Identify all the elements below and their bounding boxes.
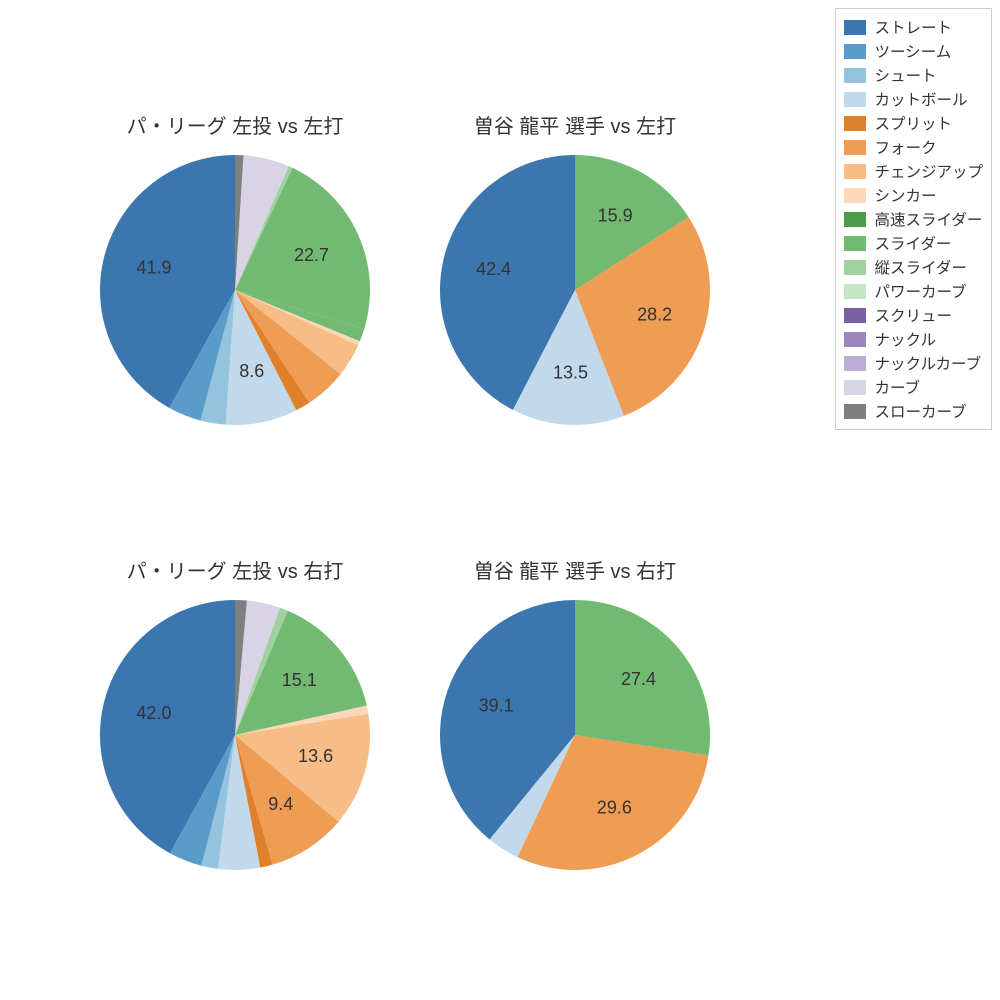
chart-title-br: 曽谷 龍平 選手 vs 右打: [415, 555, 735, 584]
legend-swatch: [844, 236, 866, 251]
legend-swatch: [844, 356, 866, 371]
figure: パ・リーグ 左投 vs 左打 曽谷 龍平 選手 vs 左打 パ・リーグ 左投 v…: [0, 0, 1000, 1000]
legend-label: ツーシーム: [874, 40, 951, 62]
legend-swatch: [844, 404, 866, 419]
legend-item: ナックル: [844, 327, 983, 351]
legend-item: ナックルカーブ: [844, 351, 983, 375]
legend-label: ナックルカーブ: [874, 352, 981, 374]
legend-item: ストレート: [844, 15, 983, 39]
legend-swatch: [844, 260, 866, 275]
slice-label: 9.4: [268, 794, 293, 814]
legend-swatch: [844, 116, 866, 131]
legend-label: カーブ: [874, 376, 920, 398]
legend-swatch: [844, 380, 866, 395]
legend-item: スライダー: [844, 231, 983, 255]
chart-title-bl: パ・リーグ 左投 vs 右打: [75, 555, 395, 584]
legend-swatch: [844, 140, 866, 155]
slice-label: 15.9: [598, 205, 633, 225]
legend-item: パワーカーブ: [844, 279, 983, 303]
legend: ストレートツーシームシュートカットボールスプリットフォークチェンジアップシンカー…: [835, 8, 992, 430]
legend-item: 高速スライダー: [844, 207, 983, 231]
slice-label: 42.4: [476, 259, 511, 279]
slice-label: 15.1: [282, 670, 317, 690]
slice-label: 42.0: [136, 703, 171, 723]
slice-label: 8.6: [239, 361, 264, 381]
legend-swatch: [844, 188, 866, 203]
slice-label: 28.2: [637, 305, 672, 325]
legend-swatch: [844, 68, 866, 83]
legend-item: チェンジアップ: [844, 159, 983, 183]
legend-label: シュート: [874, 64, 936, 86]
slice-label: 22.7: [294, 245, 329, 265]
legend-swatch: [844, 284, 866, 299]
slice-label: 29.6: [597, 798, 632, 818]
legend-item: カーブ: [844, 375, 983, 399]
pie-chart-bl: 42.0 9.4 13.6 15.1: [100, 600, 370, 870]
legend-label: シンカー: [874, 184, 936, 206]
legend-label: スライダー: [874, 232, 951, 254]
legend-swatch: [844, 44, 866, 59]
chart-title-tl: パ・リーグ 左投 vs 左打: [75, 110, 395, 139]
legend-item: ツーシーム: [844, 39, 983, 63]
legend-swatch: [844, 92, 866, 107]
legend-label: カットボール: [874, 88, 967, 110]
legend-label: ストレート: [874, 16, 952, 38]
legend-swatch: [844, 332, 866, 347]
pie-chart-br: 39.1 29.6 27.4: [440, 600, 710, 870]
legend-item: シュート: [844, 63, 983, 87]
pie-chart-tr: 42.4 13.5 28.2 15.9: [440, 155, 710, 425]
legend-swatch: [844, 164, 866, 179]
chart-title-tr: 曽谷 龍平 選手 vs 左打: [415, 110, 735, 139]
legend-label: 高速スライダー: [874, 208, 982, 230]
legend-label: チェンジアップ: [874, 160, 983, 182]
pie-chart-tl: 41.9 8.6 22.7: [100, 155, 370, 425]
legend-item: シンカー: [844, 183, 983, 207]
legend-label: スクリュー: [874, 304, 952, 326]
slice-label: 39.1: [479, 696, 514, 716]
legend-item: フォーク: [844, 135, 983, 159]
legend-label: スプリット: [874, 112, 952, 134]
legend-item: 縦スライダー: [844, 255, 983, 279]
legend-item: スローカーブ: [844, 399, 983, 423]
legend-item: カットボール: [844, 87, 983, 111]
legend-item: スプリット: [844, 111, 983, 135]
slice-label: 41.9: [136, 258, 171, 278]
legend-swatch: [844, 212, 866, 227]
legend-item: スクリュー: [844, 303, 983, 327]
slice-label: 13.6: [298, 746, 333, 766]
legend-label: 縦スライダー: [874, 256, 966, 278]
slice-label: 13.5: [553, 362, 588, 382]
legend-label: パワーカーブ: [874, 280, 966, 302]
legend-swatch: [844, 20, 866, 35]
legend-label: スローカーブ: [874, 400, 966, 422]
legend-label: フォーク: [874, 136, 936, 158]
legend-swatch: [844, 308, 866, 323]
slice-label: 27.4: [621, 669, 656, 689]
legend-label: ナックル: [874, 328, 936, 350]
